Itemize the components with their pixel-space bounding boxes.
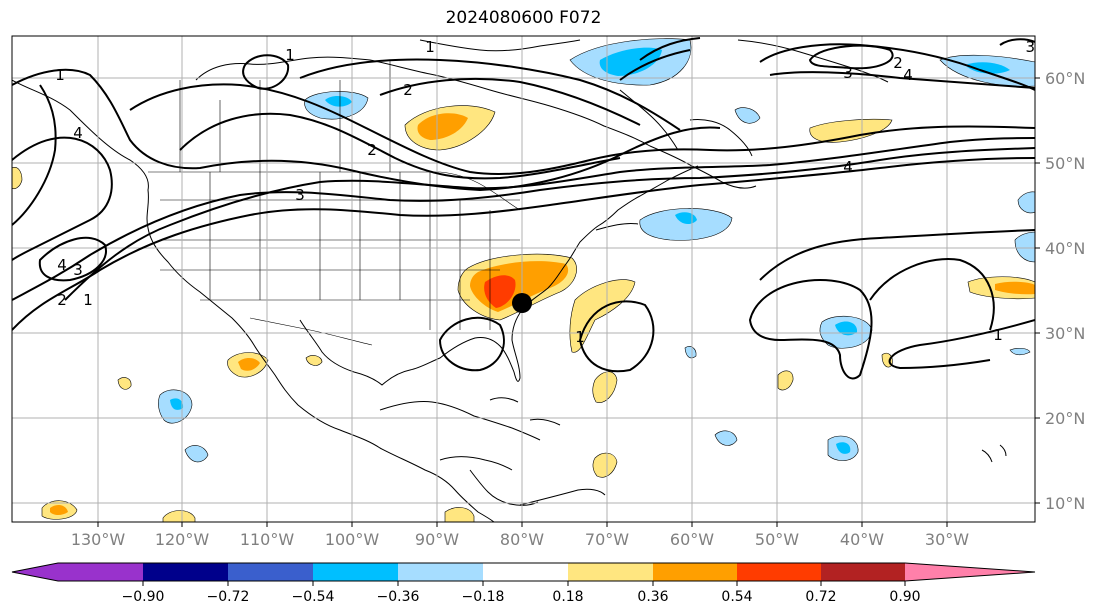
- colorbar-tick-label: 0.54: [721, 589, 752, 605]
- colorbar-segment: [143, 563, 228, 581]
- contour-label: 4: [73, 124, 83, 142]
- contour-label: 3: [1025, 38, 1035, 56]
- graticule: [12, 36, 1035, 522]
- colorbar-tick-label: 0.36: [637, 589, 668, 605]
- colorbar-segment: [568, 563, 653, 581]
- lon-label: 90°W: [415, 530, 459, 549]
- lon-label: 30°W: [925, 530, 969, 549]
- contour-label: 3: [73, 261, 83, 279]
- colorbar-tick-label: −0.36: [377, 589, 420, 605]
- positive-anomaly-shading: [12, 105, 1035, 522]
- lon-ticks: [97, 522, 948, 527]
- colorbar-tick-label: 0.90: [889, 589, 920, 605]
- colorbar-segment: [653, 563, 737, 581]
- contour-label: 1: [425, 38, 435, 56]
- lon-label: 40°W: [840, 530, 884, 549]
- colorbar-low-extend: [12, 563, 58, 581]
- lon-label: 100°W: [325, 530, 380, 549]
- colorbar-tick-label: 0.18: [552, 589, 583, 605]
- contour-label: 1: [83, 291, 93, 309]
- lat-label: 10°N: [1045, 494, 1085, 513]
- contour-label: 2: [57, 291, 67, 309]
- contour-label: 1: [993, 326, 1003, 344]
- lon-label: 80°W: [500, 530, 544, 549]
- contour-label: 3: [295, 186, 305, 204]
- map-title: 2024080600 F072: [445, 8, 602, 28]
- colorbar-segment: [58, 563, 143, 581]
- map-area: 1 2 3 4 1 2 3 4 1 2 3 1 2 3 4 1 4 1: [12, 36, 1035, 522]
- contour-label: 2: [893, 54, 903, 72]
- colorbar: −0.90 −0.72 −0.54 −0.36 −0.18 0.18 0.36 …: [11, 562, 1036, 605]
- lon-label: 110°W: [240, 530, 295, 549]
- colorbar-segment: [821, 563, 905, 581]
- contour-label: 1: [55, 66, 65, 84]
- colorbar-tick-label: −0.72: [207, 589, 250, 605]
- contour-label: 2: [403, 81, 413, 99]
- contour-lines: [12, 37, 1035, 380]
- colorbar-segment: [398, 563, 483, 581]
- lon-label: 70°W: [585, 530, 629, 549]
- lat-label: 60°N: [1045, 69, 1085, 88]
- contour-label: 4: [843, 158, 853, 176]
- lat-label: 20°N: [1045, 409, 1085, 428]
- colorbar-tick-label: −0.90: [122, 589, 165, 605]
- contour-label: 1: [575, 328, 585, 346]
- contour-labels: 1 2 3 4 1 2 3 4 1 2 3 1 2 3 4 1 4 1: [55, 38, 1035, 346]
- lat-ticks: [1035, 77, 1040, 504]
- lon-label: 50°W: [755, 530, 799, 549]
- colorbar-segment: [313, 563, 398, 581]
- lat-label: 50°N: [1045, 154, 1085, 173]
- contour-label: 1: [285, 46, 295, 64]
- lon-label: 120°W: [155, 530, 210, 549]
- negative-anomaly-shading: [158, 38, 1035, 463]
- storm-center-marker: [512, 293, 532, 313]
- lat-label: 40°N: [1045, 239, 1085, 258]
- colorbar-segment: [483, 563, 568, 581]
- map-frame: [11, 35, 1036, 523]
- contour-label: 2: [367, 141, 377, 159]
- lon-label: 130°W: [71, 530, 126, 549]
- colorbar-tick-label: −0.54: [292, 589, 335, 605]
- colorbar-segment: [737, 563, 821, 581]
- colorbar-tick-label: −0.18: [462, 589, 505, 605]
- political-borders: [147, 60, 521, 346]
- contour-label: 4: [57, 256, 67, 274]
- lon-label: 60°W: [670, 530, 714, 549]
- contour-label: 3: [843, 64, 853, 82]
- colorbar-high-extend: [905, 563, 1035, 581]
- lat-label: 30°N: [1045, 324, 1085, 343]
- contour-label: 4: [903, 66, 913, 84]
- lon-labels: 130°W 120°W 110°W 100°W 90°W 80°W 70°W 6…: [71, 530, 969, 549]
- colorbar-tick-label: 0.72: [805, 589, 836, 605]
- coastlines: [12, 39, 1007, 522]
- colorbar-segment: [228, 563, 313, 581]
- lat-labels: 60°N 50°N 40°N 30°N 20°N 10°N: [1045, 69, 1085, 513]
